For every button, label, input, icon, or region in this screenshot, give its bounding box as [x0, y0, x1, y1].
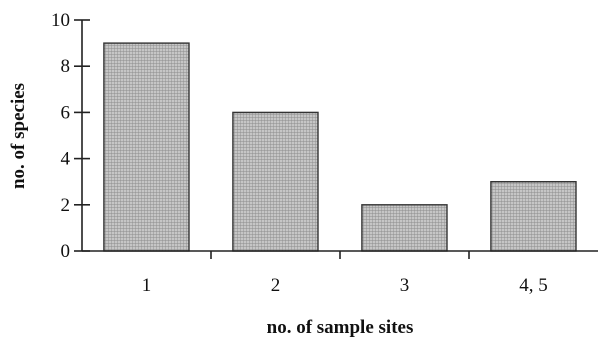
- x-tick-label: 4, 5: [519, 275, 548, 296]
- x-axis-title: no. of sample sites: [267, 317, 414, 338]
- bar-3: [361, 204, 448, 252]
- y-tick-label: 4: [61, 149, 71, 170]
- x-tick-label: 1: [142, 275, 152, 296]
- y-tick-label: 8: [61, 56, 71, 77]
- y-axis-title: no. of species: [8, 83, 29, 189]
- bar-2: [232, 111, 319, 252]
- x-tick-label: 3: [400, 275, 410, 296]
- y-tick-label: 0: [61, 241, 71, 262]
- x-tick-label: 2: [271, 275, 281, 296]
- bar-1: [103, 42, 190, 252]
- bar-4: [490, 180, 577, 252]
- y-tick-label: 2: [61, 195, 71, 216]
- y-tick-label: 10: [51, 10, 70, 31]
- y-tick-label: 6: [61, 102, 71, 123]
- bars-group: [103, 42, 577, 252]
